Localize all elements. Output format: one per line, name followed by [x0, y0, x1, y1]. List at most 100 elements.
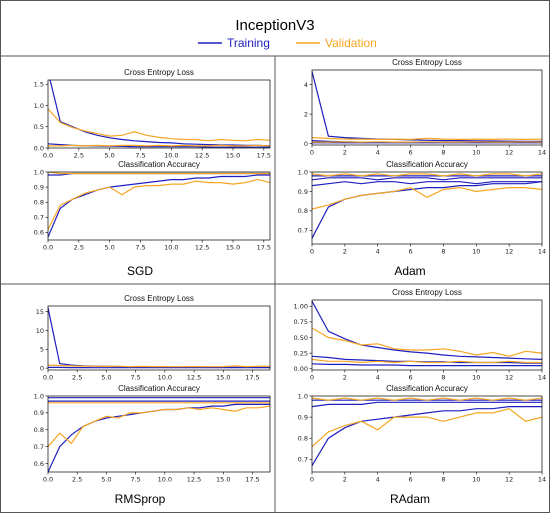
- radam-loss-xtick-label-4: 8: [441, 374, 445, 382]
- rmsprop-accuracy-xtick-label-4: 10.0: [158, 476, 172, 484]
- panel-label-radam: RAdam: [390, 492, 430, 506]
- sgd-loss-xtick-label-2: 5.0: [104, 152, 114, 160]
- rmsprop-loss-subplot: Cross Entropy Loss 0.0 2.5 5.0 7.5 10.0 12.5 15…: [36, 294, 271, 382]
- radam-accuracy-validation-series-3: [312, 408, 542, 448]
- rmsprop-loss-xtick-label-5: 12.5: [187, 374, 201, 382]
- adam-loss-ytick-label-1: 2: [304, 110, 308, 118]
- adam-loss-xtick-label-5: 10: [472, 149, 480, 157]
- rmsprop-accuracy-xtick-label-5: 12.5: [187, 476, 201, 484]
- adam-accuracy-lines: [312, 173, 542, 239]
- panel-label-sgd: SGD: [127, 264, 153, 278]
- adam-accuracy-axes: [311, 171, 543, 245]
- sgd-loss-xtick-label-0: 0.0: [43, 152, 53, 160]
- sgd-accuracy-xtick-label-5: 12.5: [195, 244, 209, 252]
- sgd-accuracy-validation-series-3: [48, 172, 270, 175]
- sgd-accuracy-xtick-label-7: 17.5: [257, 244, 271, 252]
- sgd-loss-xtick-label-6: 15.0: [226, 152, 240, 160]
- rmsprop-loss-ytick-label-3: 15: [36, 308, 44, 316]
- adam-accuracy-xtick-label-7: 14: [538, 248, 546, 256]
- legend-training-label: Training: [227, 36, 270, 50]
- radam-loss-title: Cross Entropy Loss: [392, 288, 462, 297]
- panel-label-rmsprop: RMSprop: [115, 492, 166, 506]
- sgd-accuracy-title: Classification Accuracy: [118, 160, 200, 169]
- rmsprop-accuracy-xtick-label-7: 17.5: [245, 476, 259, 484]
- rmsprop-accuracy-xtick-label-1: 2.5: [72, 476, 82, 484]
- sgd-accuracy-xtick-label-1: 2.5: [74, 244, 84, 252]
- sgd-accuracy-xtick-label-2: 5.0: [104, 244, 114, 252]
- legend: Training Validation: [198, 36, 377, 50]
- adam-accuracy-ytick-label-3: 1.0: [298, 168, 308, 176]
- radam-accuracy-subplot: Classification Accuracy 0 2 4 6 8 10 12 14 0.7 0.8…: [298, 384, 546, 484]
- radam-loss-xtick-label-1: 2: [343, 374, 347, 382]
- radam-accuracy-ytick-label-1: 0.8: [298, 435, 308, 443]
- rmsprop-accuracy-axes: [47, 395, 271, 473]
- radam-loss-ytick-label-3: 0.75: [294, 318, 308, 326]
- sgd-accuracy-ytick-label-2: 0.8: [34, 199, 44, 207]
- adam-accuracy-training-series-1: [312, 177, 542, 181]
- radam-loss-xtick-label-2: 4: [376, 374, 380, 382]
- sgd-accuracy-xtick-label-6: 15.0: [226, 244, 240, 252]
- rmsprop-accuracy-lines: [48, 397, 270, 472]
- radam-accuracy-xtick-label-4: 8: [441, 476, 445, 484]
- rmsprop-loss-xtick-label-6: 15.0: [216, 374, 230, 382]
- adam-accuracy-xtick-label-2: 4: [376, 248, 380, 256]
- adam-loss-xtick-label-3: 6: [409, 149, 413, 157]
- adam-loss-lines: [312, 71, 542, 144]
- radam-loss-xtick-label-5: 10: [472, 374, 480, 382]
- radam-accuracy-ytick-label-2: 0.9: [298, 413, 308, 421]
- sgd-accuracy-lines: [48, 172, 270, 238]
- sgd-accuracy-ytick-label-1: 0.7: [34, 214, 44, 222]
- adam-accuracy-xtick-label-1: 2: [343, 248, 347, 256]
- panel-radam: Cross Entropy Loss 0 2 4 6 8 10 12 14 0.00 0.25 0.5…: [294, 288, 547, 484]
- radam-accuracy-lines: [312, 397, 542, 467]
- rmsprop-loss-xtick-label-1: 2.5: [72, 374, 82, 382]
- rmsprop-loss-ytick-label-1: 5: [40, 346, 44, 354]
- sgd-loss-xtick-label-7: 17.5: [257, 152, 271, 160]
- adam-loss-subplot: Cross Entropy Loss 0 2 4 6 8 10 12 14 0 2 4: [304, 58, 546, 157]
- sgd-accuracy-ytick-label-0: 0.6: [34, 229, 44, 237]
- radam-accuracy-xtick-label-5: 10: [472, 476, 480, 484]
- sgd-accuracy-ytick-label-3: 0.9: [34, 183, 44, 191]
- sgd-loss-ytick-label-3: 1.5: [34, 81, 44, 89]
- sgd-loss-xtick-label-1: 2.5: [74, 152, 84, 160]
- adam-loss-xtick-label-7: 14: [538, 149, 546, 157]
- sgd-loss-subplot: Cross Entropy Loss 0.0 2.5 5.0 7.5 10.0 12.5 15…: [34, 68, 271, 160]
- radam-accuracy-xtick-label-1: 2: [343, 476, 347, 484]
- radam-loss-axes: [311, 299, 543, 371]
- adam-loss-training-series-0: [312, 71, 542, 142]
- adam-accuracy-ytick-label-0: 0.7: [298, 227, 308, 235]
- radam-loss-training-series-0: [312, 301, 542, 360]
- adam-loss-xtick-label-0: 0: [310, 149, 314, 157]
- radam-loss-xtick-label-6: 12: [505, 374, 513, 382]
- adam-accuracy-xtick-label-5: 10: [472, 248, 480, 256]
- adam-accuracy-xtick-label-0: 0: [310, 248, 314, 256]
- radam-loss-xtick-label-0: 0: [310, 374, 314, 382]
- radam-loss-xtick-label-7: 14: [538, 374, 546, 382]
- radam-accuracy-training-series-1: [312, 401, 542, 408]
- radam-loss-lines: [312, 301, 542, 367]
- sgd-accuracy-subplot: Classification Accuracy 0.0 2.5 5.0 7.5 10.0 1…: [34, 160, 271, 252]
- sgd-loss-validation-series-3: [48, 144, 270, 147]
- panel-rmsprop: Cross Entropy Loss 0.0 2.5 5.0 7.5 10.0 12.5 15…: [34, 294, 271, 484]
- adam-accuracy-xtick-label-6: 12: [505, 248, 513, 256]
- adam-accuracy-ytick-label-1: 0.8: [298, 207, 308, 215]
- sgd-accuracy-xtick-label-0: 0.0: [43, 244, 53, 252]
- radam-accuracy-title: Classification Accuracy: [386, 384, 468, 393]
- rmsprop-loss-xtick-label-4: 10.0: [158, 374, 172, 382]
- sgd-accuracy-validation-series-2: [48, 178, 270, 230]
- sgd-accuracy-axes: [47, 171, 271, 241]
- sgd-loss-ytick-label-1: 0.5: [34, 123, 44, 131]
- adam-accuracy-xtick-label-4: 8: [441, 248, 445, 256]
- rmsprop-accuracy-validation-series-3: [48, 405, 270, 448]
- adam-loss-xtick-label-6: 12: [505, 149, 513, 157]
- rmsprop-loss-xtick-label-2: 5.0: [101, 374, 111, 382]
- radam-loss-training-series-2: [312, 363, 542, 367]
- panel-label-adam: Adam: [394, 264, 425, 278]
- radam-loss-validation-series-3: [312, 327, 542, 357]
- sgd-loss-ytick-label-2: 1.0: [34, 102, 44, 110]
- sgd-loss-training-series-0: [49, 80, 270, 147]
- adam-loss-ytick-label-2: 4: [304, 81, 308, 89]
- radam-accuracy-ytick-label-0: 0.7: [298, 456, 308, 464]
